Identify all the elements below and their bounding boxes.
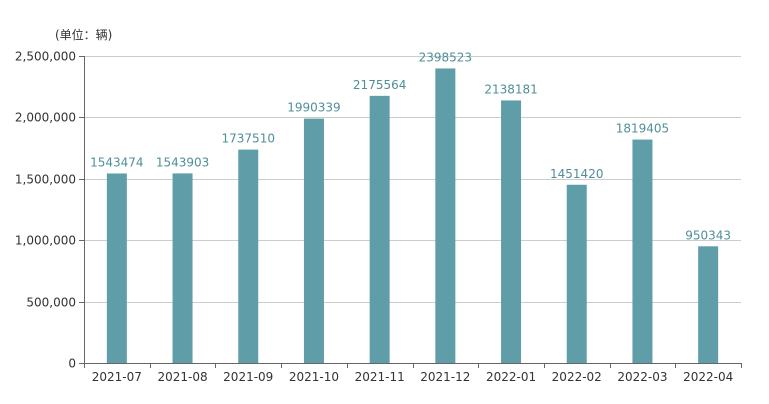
x-tick-label: 2021-08 xyxy=(157,370,207,384)
x-tick-label: 2022-02 xyxy=(552,370,602,384)
y-tick-label: 2,500,000 xyxy=(15,50,76,64)
bar xyxy=(172,173,193,363)
bar xyxy=(435,68,456,364)
y-tick-label: 1,000,000 xyxy=(15,234,76,248)
x-tick-label: 2022-04 xyxy=(683,370,733,384)
x-tick-label: 2021-10 xyxy=(289,370,339,384)
data-label: 1543474 xyxy=(90,155,143,169)
x-tick-label: 2021-09 xyxy=(223,370,273,384)
x-tick-label: 2022-01 xyxy=(486,370,536,384)
bar xyxy=(106,173,127,363)
axes: 0 500,000 1,000,000 1,500,000 2,000,000 2,500… xyxy=(15,50,742,384)
data-label: 2175564 xyxy=(353,78,406,92)
bar xyxy=(632,139,653,363)
bar xyxy=(698,246,719,363)
unit-label: (单位：辆) xyxy=(55,28,113,42)
bar xyxy=(501,100,522,364)
x-tick-label: 2022-03 xyxy=(617,370,667,384)
grid-lines xyxy=(84,56,741,303)
data-label: 1819405 xyxy=(616,122,669,136)
bar xyxy=(369,95,390,363)
bar xyxy=(566,184,587,363)
data-label: 950343 xyxy=(685,228,731,242)
bar xyxy=(238,149,259,363)
y-tick-label: 2,000,000 xyxy=(15,111,76,125)
bars xyxy=(106,68,719,364)
data-label: 1543903 xyxy=(156,155,209,169)
data-label: 2398523 xyxy=(419,50,472,64)
data-label: 1451420 xyxy=(550,167,603,181)
y-tick-label: 1,500,000 xyxy=(15,173,76,187)
data-label: 1990339 xyxy=(287,101,340,115)
bar xyxy=(303,118,324,364)
data-label: 1737510 xyxy=(222,132,275,146)
y-tick-label: 500,000 xyxy=(26,296,76,310)
x-tick-label: 2021-07 xyxy=(92,370,142,384)
data-label: 2138181 xyxy=(484,82,537,96)
y-tick-label: 0 xyxy=(68,357,76,371)
data-labels: 1543474 1543903 1737510 1990339 2175564 23985… xyxy=(90,50,731,242)
x-tick-label: 2021-11 xyxy=(355,370,405,384)
x-tick-label: 2021-12 xyxy=(420,370,470,384)
